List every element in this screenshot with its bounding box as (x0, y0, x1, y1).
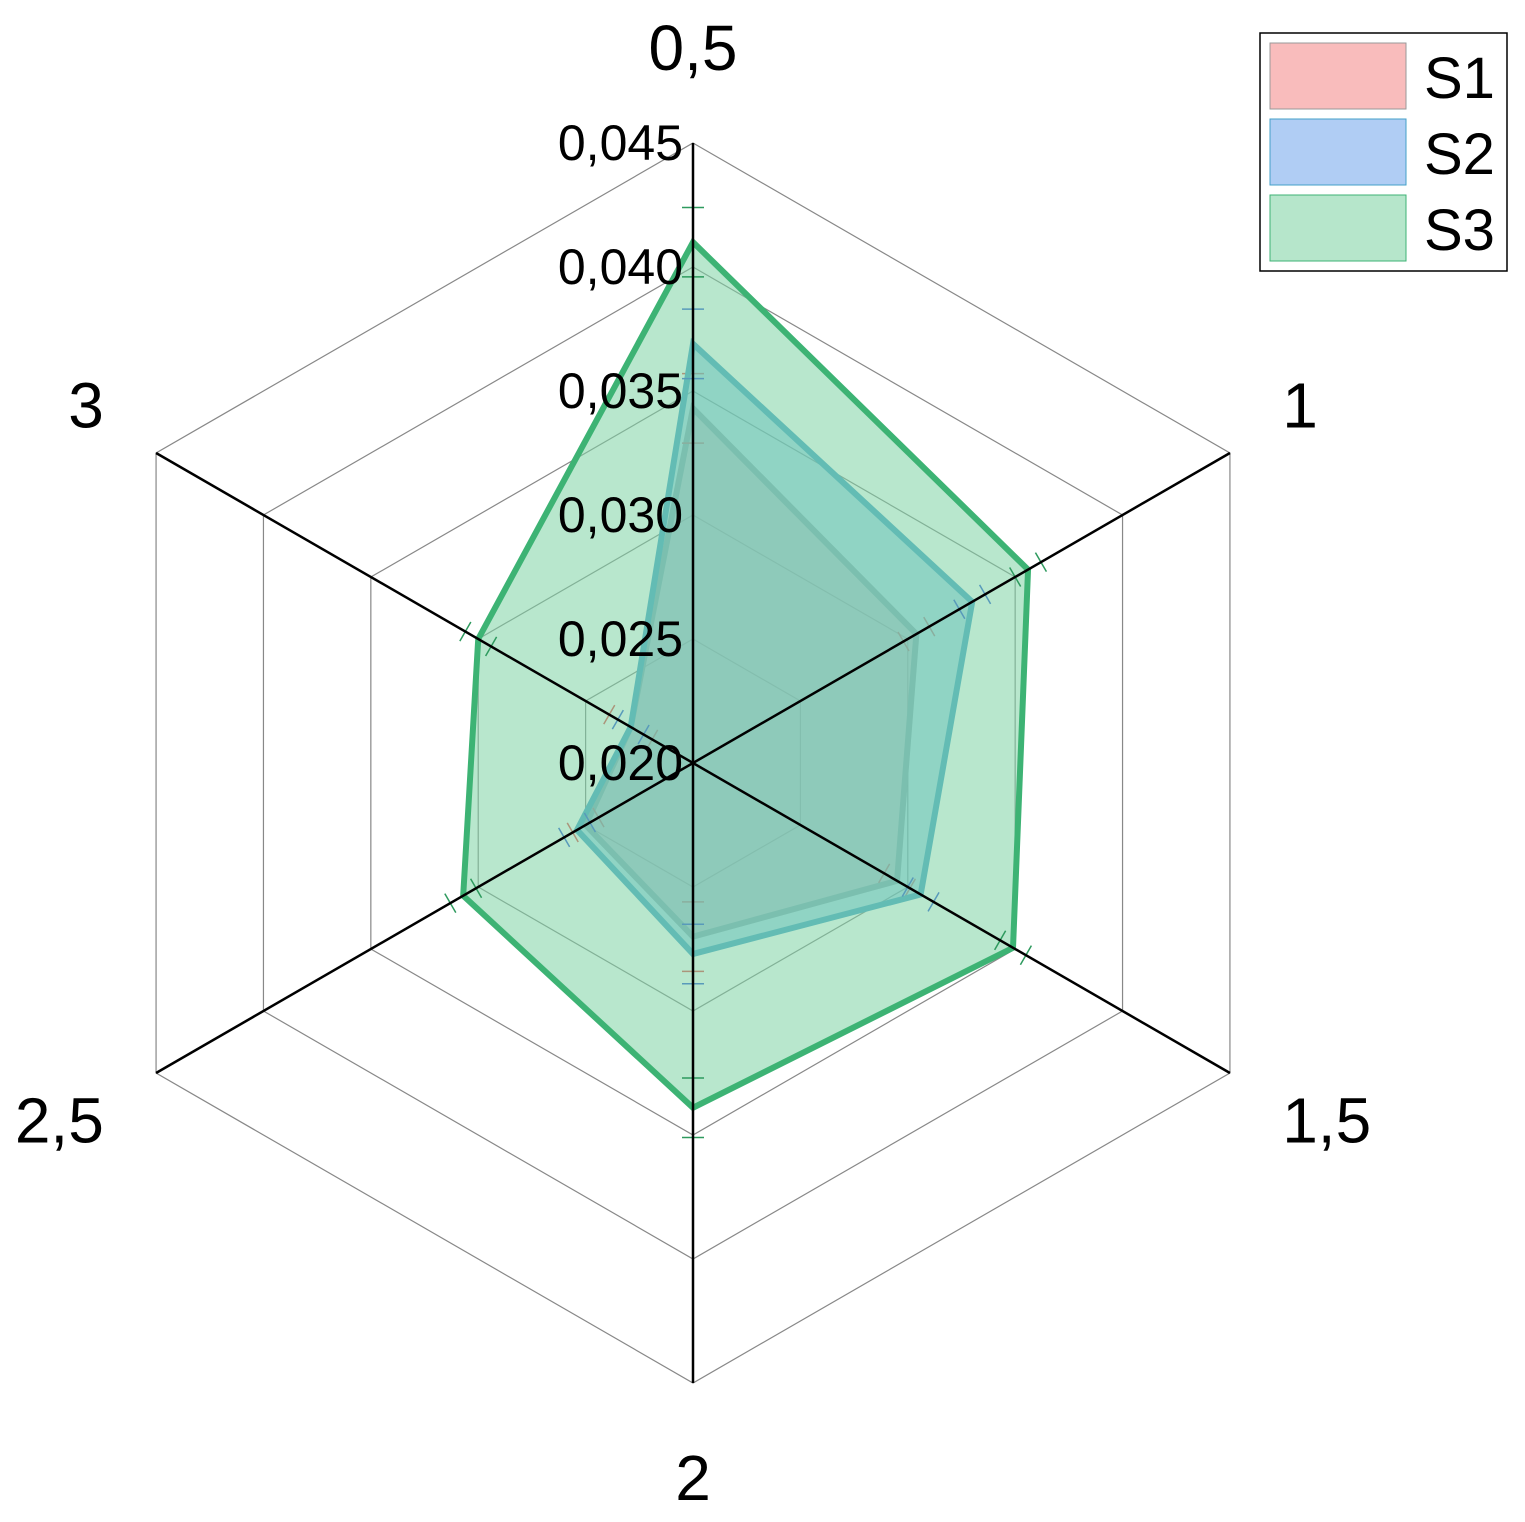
category-label: 1 (1282, 370, 1318, 442)
radial-tick-label: 0,035 (558, 363, 683, 419)
category-label: 2 (675, 1442, 711, 1514)
radial-tick-label: 0,040 (558, 239, 683, 295)
series-area-s3 (460, 237, 1032, 1112)
legend-swatch-s3 (1269, 194, 1407, 262)
radial-tick-label: 0,030 (558, 487, 683, 543)
category-label: 0,5 (649, 12, 738, 84)
category-label: 3 (68, 370, 104, 442)
axis-spoke (155, 451, 694, 765)
axis-spoke (692, 451, 1231, 765)
legend-label-s1: S1 (1424, 46, 1495, 111)
radial-tick-label: 0,025 (558, 611, 683, 667)
legend-swatch-s2 (1269, 118, 1407, 186)
radial-tick-label: 0,045 (558, 115, 683, 171)
legend: S1 S2 S3 (1259, 32, 1508, 272)
legend-swatch-s1 (1269, 42, 1407, 110)
legend-label-s2: S2 (1424, 122, 1495, 187)
radial-tick-label: 0,020 (558, 735, 683, 791)
category-labels: 0,5 1 1,5 2 2,5 3 (15, 12, 1371, 1514)
axis-spoke (155, 761, 694, 1075)
radial-tick-labels: 0,020 0,025 0,030 0,035 0,040 0,045 (558, 115, 683, 791)
axis-spoke (692, 761, 1231, 1075)
radar-axes (155, 143, 1231, 1383)
series-layer (444, 206, 1048, 1139)
category-label: 2,5 (15, 1085, 104, 1157)
category-label: 1,5 (1282, 1085, 1371, 1157)
legend-label-s3: S3 (1424, 198, 1495, 263)
